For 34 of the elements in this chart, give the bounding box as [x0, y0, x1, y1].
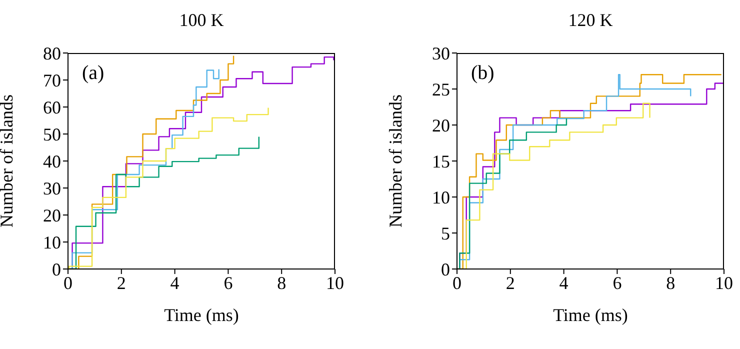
y-tick-label: 30: [43, 178, 61, 198]
x-tick-label: 8: [277, 272, 286, 293]
annotation: (b): [471, 62, 494, 85]
x-axis-title: Time (ms): [553, 305, 628, 325]
y-tick-label: 30: [432, 43, 450, 64]
x-tick-label: 4: [170, 272, 180, 293]
annotation: (a): [82, 62, 104, 85]
chart-title: 100 K: [178, 10, 225, 31]
y-tick-label: 10: [432, 187, 450, 208]
y-tick-label: 20: [432, 115, 450, 136]
y-tick-label: 60: [43, 97, 61, 118]
y-tick-label: 50: [43, 124, 61, 144]
x-axis-title: Time (ms): [164, 305, 239, 325]
x-tick-label: 10: [326, 272, 344, 293]
x-tick-label: 2: [506, 272, 515, 293]
x-tick-label: 6: [612, 272, 622, 293]
y-tick-label: 5: [441, 223, 450, 244]
y-tick-label: 70: [43, 70, 61, 90]
y-axis-title: Number of islands: [0, 94, 16, 228]
x-tick-label: 4: [559, 272, 568, 293]
x-tick-label: 2: [116, 272, 126, 293]
x-tick-label: 10: [715, 272, 733, 293]
y-tick-label: 80: [43, 43, 61, 64]
y-tick-label: 0: [52, 259, 61, 280]
y-tick-label: 20: [43, 205, 61, 226]
chart-title: 120 K: [567, 10, 614, 31]
y-tick-label: 0: [441, 259, 450, 280]
y-tick-label: 25: [432, 79, 450, 100]
y-tick-label: 15: [432, 151, 450, 172]
x-tick-label: 6: [224, 272, 233, 293]
y-tick-label: 10: [43, 232, 61, 252]
y-tick-label: 40: [43, 151, 61, 172]
x-tick-label: 8: [666, 272, 676, 293]
y-axis-title: Number of islands: [385, 94, 406, 228]
